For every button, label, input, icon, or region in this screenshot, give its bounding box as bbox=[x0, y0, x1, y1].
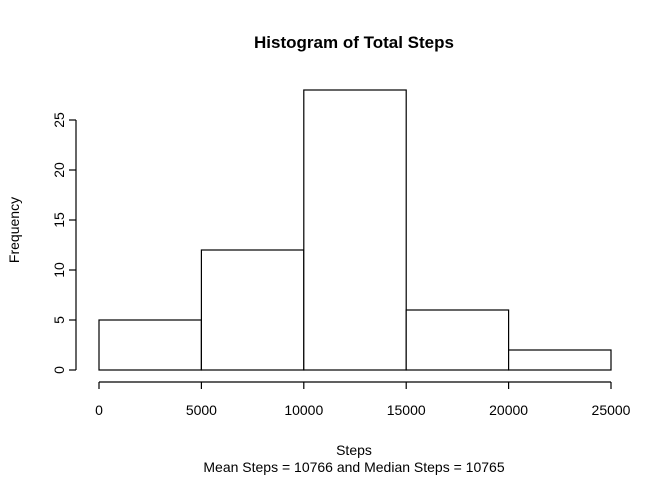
histogram-bar-3 bbox=[405, 309, 510, 371]
x-tick-label-3: 15000 bbox=[387, 402, 426, 418]
y-tick-label-0: 0 bbox=[51, 366, 67, 374]
y-axis: 0 5 10 15 20 25 bbox=[51, 112, 77, 374]
y-tick-label-2: 10 bbox=[51, 262, 67, 278]
x-tick-label-1: 5000 bbox=[186, 402, 217, 418]
x-tick-label-4: 20000 bbox=[489, 402, 528, 418]
chart-title: Histogram of Total Steps bbox=[254, 33, 454, 52]
histogram-bars bbox=[98, 89, 612, 371]
x-tick-label-2: 10000 bbox=[284, 402, 323, 418]
x-axis: 0 5000 10000 15000 20000 25000 bbox=[95, 381, 631, 418]
x-axis-label: Steps bbox=[336, 442, 372, 458]
histogram-bar-4 bbox=[508, 349, 612, 371]
y-tick-label-1: 5 bbox=[51, 316, 67, 324]
y-tick-label-4: 20 bbox=[51, 162, 67, 178]
histogram-bar-1 bbox=[200, 249, 305, 371]
histogram-bar-0 bbox=[98, 319, 203, 371]
y-axis-label: Frequency bbox=[6, 197, 22, 263]
chart-subtitle: Mean Steps = 10766 and Median Steps = 10… bbox=[203, 459, 504, 475]
x-tick-label-0: 0 bbox=[95, 402, 103, 418]
x-tick-label-5: 25000 bbox=[592, 402, 631, 418]
histogram-bar-2 bbox=[303, 89, 407, 371]
y-tick-label-3: 15 bbox=[51, 212, 67, 228]
y-tick-label-5: 25 bbox=[51, 112, 67, 128]
